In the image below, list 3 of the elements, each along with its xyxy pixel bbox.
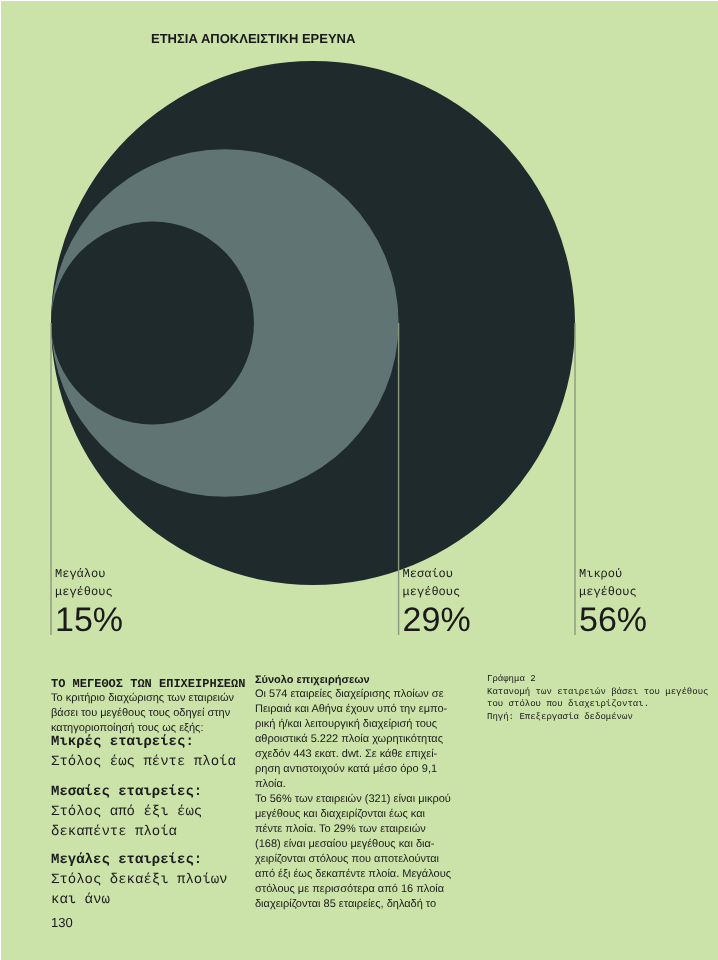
data-label: 15% — [55, 601, 124, 639]
data-label: 29% — [402, 601, 471, 639]
data-label: 56% — [579, 601, 648, 639]
